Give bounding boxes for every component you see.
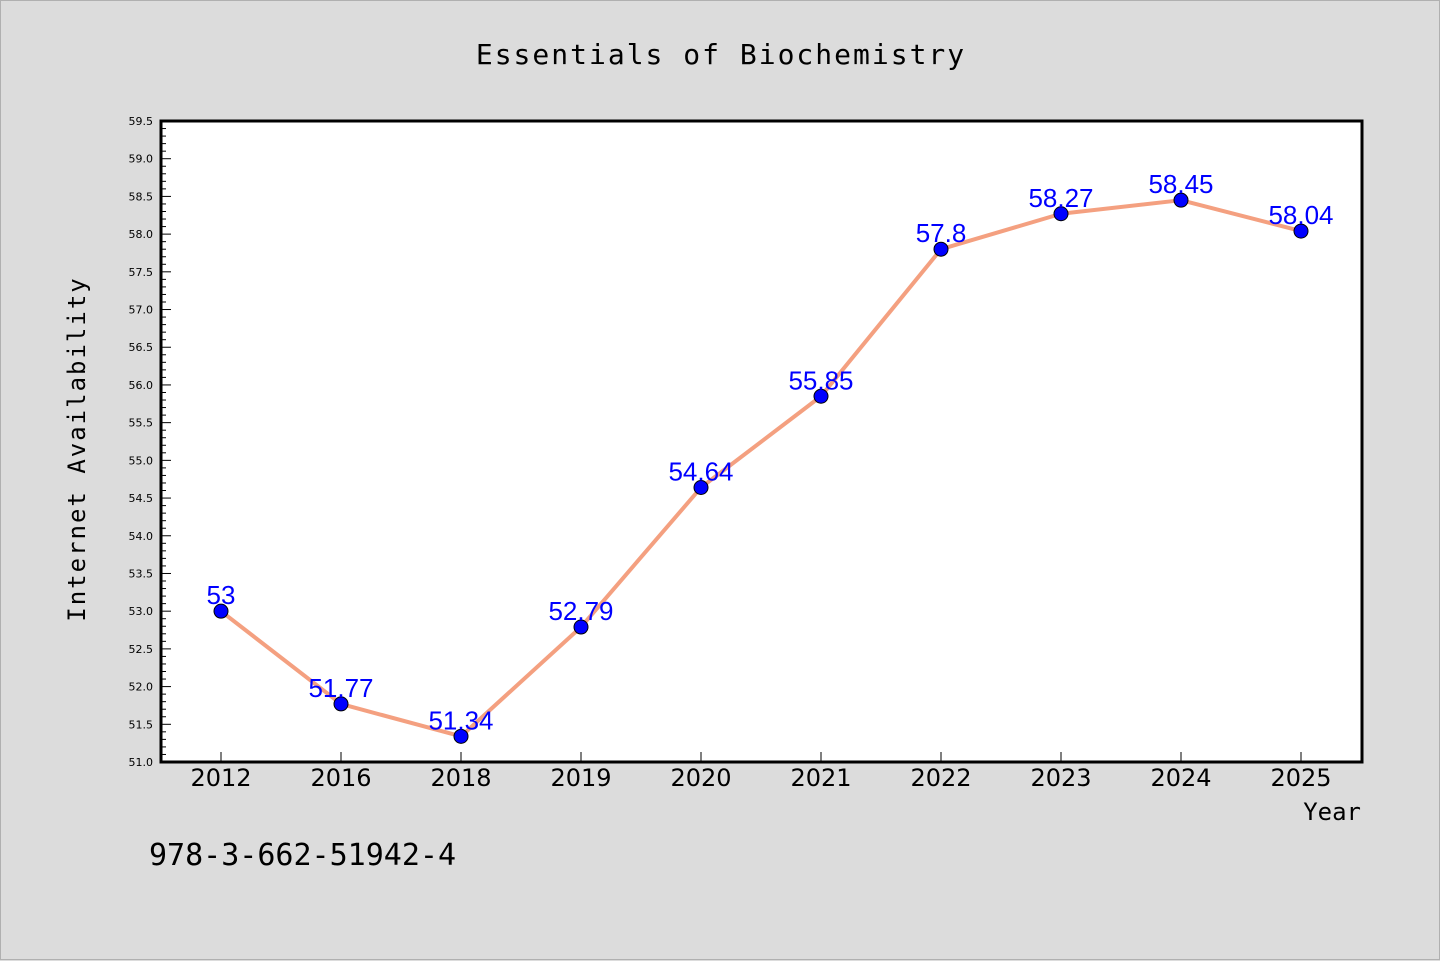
series-line xyxy=(219,198,1302,739)
data-point xyxy=(333,696,349,712)
data-point xyxy=(933,241,949,257)
y-tick-label: 52.5 xyxy=(129,643,154,656)
x-tick-label: 2016 xyxy=(310,764,371,792)
y-tick-label: 51.5 xyxy=(129,718,154,731)
data-point xyxy=(453,728,469,744)
data-point xyxy=(1053,206,1069,222)
x-tick-label: 2018 xyxy=(430,764,491,792)
y-tick-label: 51.0 xyxy=(129,756,154,769)
isbn-annotation: 978-3-662-51942-4 xyxy=(149,838,456,873)
x-tick-label: 2023 xyxy=(1030,764,1091,792)
x-tick-label: 2025 xyxy=(1270,764,1331,792)
y-tick-label: 56.5 xyxy=(129,341,154,354)
marker-group xyxy=(213,192,1309,744)
y-tick-label: 59.5 xyxy=(129,115,154,128)
x-tick-label: 2020 xyxy=(670,764,731,792)
data-label: 57.8 xyxy=(916,218,967,248)
data-point xyxy=(573,619,589,635)
y-tick-label: 55.5 xyxy=(129,417,154,430)
y-tick-label: 56.0 xyxy=(129,379,154,392)
y-tick-label: 55.0 xyxy=(129,454,154,467)
x-axis: 2012 2016 2018 2019 2020 2021 2022 2023 2024 2025 xyxy=(190,752,1332,792)
data-label: 52.79 xyxy=(548,596,613,626)
data-point xyxy=(1293,223,1309,239)
y-tick-label: 53.5 xyxy=(129,567,154,580)
data-label: 58.45 xyxy=(1148,169,1213,199)
y-tick-label: 57.0 xyxy=(129,304,154,317)
chart-title: Essentials of Biochemistry xyxy=(476,38,966,71)
y-tick-label: 52.0 xyxy=(129,681,154,694)
y-axis-label: Internet Availability xyxy=(63,276,91,621)
y-axis: 51.0 51.5 52.0 52.5 53.0 53.5 54.0 54.5 55.0 55.5… xyxy=(129,115,171,769)
y-tick-label: 54.0 xyxy=(129,530,154,543)
x-tick-label: 2022 xyxy=(910,764,971,792)
data-point xyxy=(213,603,229,619)
y-tick-label: 58.5 xyxy=(129,190,154,203)
x-tick-label: 2024 xyxy=(1150,764,1211,792)
series-line-group xyxy=(219,198,1302,739)
data-label: 58.04 xyxy=(1268,200,1333,230)
data-label: 53 xyxy=(207,580,236,610)
data-point xyxy=(1173,192,1189,208)
data-label-group: 53 51.77 51.34 52.79 54.64 55.85 57.8 58.27 58.4… xyxy=(207,169,1334,735)
data-label: 51.77 xyxy=(308,673,373,703)
y-tick-label: 54.5 xyxy=(129,492,154,505)
y-tick-label: 58.0 xyxy=(129,228,154,241)
data-point xyxy=(693,480,709,496)
y-tick-label: 57.5 xyxy=(129,266,154,279)
y-tick-label: 59.0 xyxy=(129,153,154,166)
data-label: 55.85 xyxy=(788,365,853,395)
x-tick-label: 2019 xyxy=(550,764,611,792)
data-label: 54.64 xyxy=(668,457,733,487)
x-tick-label: 2012 xyxy=(190,764,251,792)
data-point xyxy=(813,388,829,404)
x-tick-label: 2021 xyxy=(790,764,851,792)
y-tick-label: 53.0 xyxy=(129,605,154,618)
data-label: 58.27 xyxy=(1028,183,1093,213)
data-label: 51.34 xyxy=(428,705,493,735)
x-axis-label: Year xyxy=(1303,798,1361,826)
